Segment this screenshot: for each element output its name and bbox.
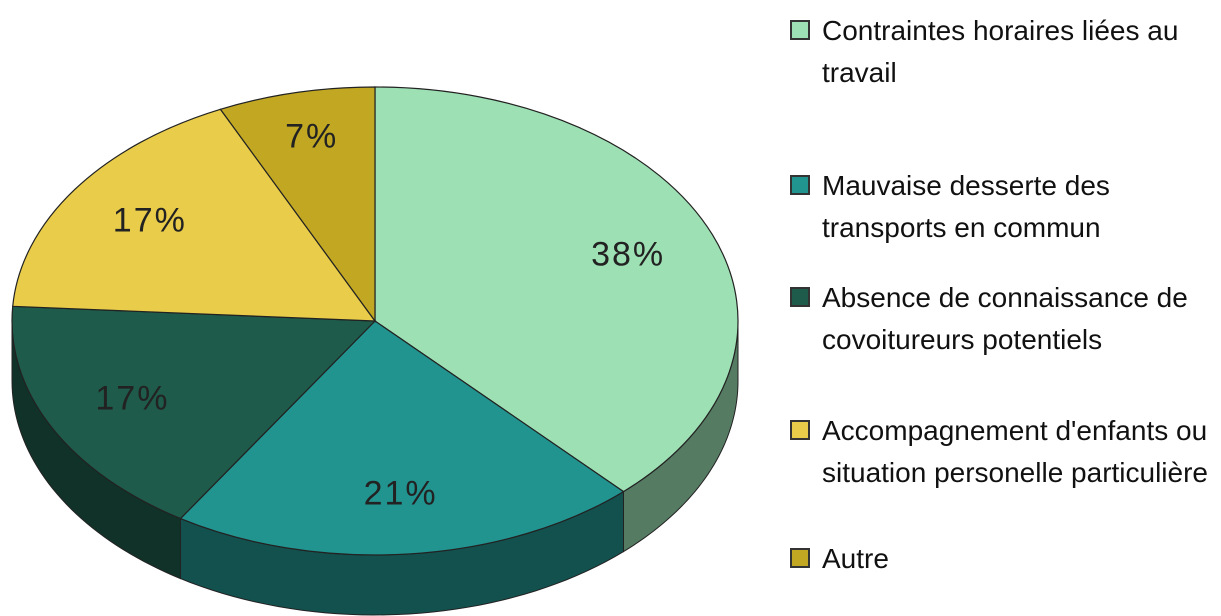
- legend-entry: Mauvaise desserte des transports en comm…: [790, 165, 1215, 249]
- legend-label: Autre: [822, 543, 889, 574]
- data-label: 17%: [113, 201, 187, 239]
- data-label: 38%: [591, 235, 665, 273]
- legend-label: Absence de connaissance de covoitureurs …: [822, 282, 1188, 355]
- legend-swatch: [790, 175, 810, 195]
- slice: [11, 305, 377, 520]
- legend-label: Accompagnement d'enfants ou situation pe…: [822, 415, 1208, 488]
- data-label: 21%: [364, 475, 438, 513]
- chart: 38% 21% 17% 17% 7%: [11, 86, 739, 616]
- legend-entry: Contraintes horaires liées au travail: [790, 10, 1215, 94]
- data-label: 7%: [285, 117, 338, 155]
- slice: [12, 108, 377, 322]
- legend-swatch: [790, 287, 810, 307]
- slice: [374, 86, 739, 493]
- slice: [179, 320, 625, 556]
- legend-swatch: [790, 20, 810, 40]
- legend-entry: Absence de connaissance de covoitureurs …: [790, 277, 1215, 361]
- slice: [219, 86, 376, 323]
- data-label: 17%: [95, 380, 169, 418]
- legend-label: Contraintes horaires liées au travail: [822, 15, 1179, 88]
- legend-swatch: [790, 548, 810, 568]
- legend-entry: Accompagnement d'enfants ou situation pe…: [790, 410, 1215, 494]
- legend-entry: Autre: [790, 538, 1215, 580]
- legend-swatch: [790, 420, 810, 440]
- legend-label: Mauvaise desserte des transports en comm…: [822, 170, 1110, 243]
